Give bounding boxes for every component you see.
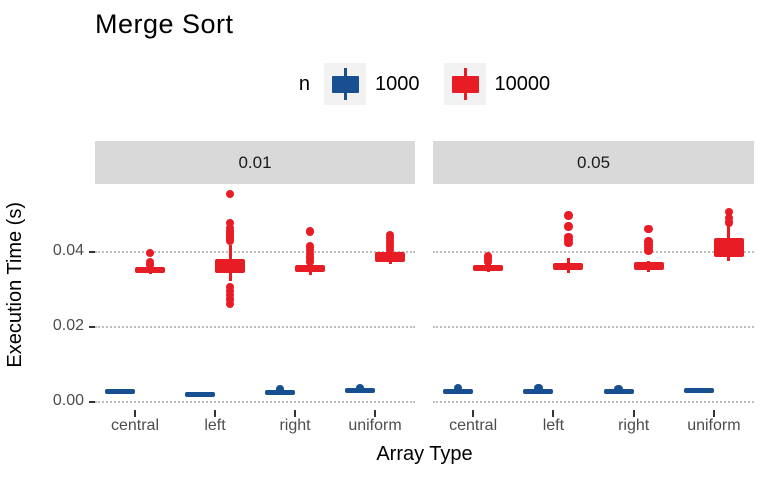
x-tick-mark: [472, 410, 475, 417]
legend-key-boxplot-icon: [324, 63, 366, 105]
boxplot-10000-uniform-outlier-dot: [724, 207, 734, 217]
boxplot-10000-left-outlier-dot: [225, 283, 235, 292]
facet-strip: 0.01: [95, 141, 415, 184]
x-tick-label: uniform: [348, 417, 402, 434]
x-tick-label: uniform: [687, 417, 741, 434]
boxplot-10000-left-box: [215, 259, 245, 273]
boxplot-1000-central-outlier-dot: [453, 383, 463, 393]
boxplot-10000-right-outlier-dot: [305, 242, 315, 251]
major-gridline-y: [433, 401, 754, 403]
boxplot-10000-right-box: [633, 261, 664, 270]
y-tick-label: 0.00: [52, 392, 84, 409]
legend-key-box: [451, 76, 479, 93]
boxplot-10000-uniform-outlier-dot: [385, 230, 395, 240]
boxplot-10000-right-outlier-dot: [305, 227, 315, 236]
y-tick-mark: [89, 401, 95, 403]
y-tick-label: 0.04: [52, 242, 84, 259]
boxplot-10000-central-outlier-dot: [145, 248, 155, 258]
y-tick-label: 0.02: [52, 317, 84, 334]
facet-strip-label: 0.01: [238, 152, 272, 172]
major-gridline-y: [95, 401, 415, 403]
major-gridline-y: [95, 251, 415, 253]
y-tick-mark: [89, 326, 95, 328]
x-tick-mark: [374, 410, 376, 417]
boxplot-1000-left-outlier-dot: [534, 383, 543, 392]
x-tick-label: right: [618, 417, 650, 434]
legend-title: n: [298, 72, 310, 95]
x-tick-label: central: [449, 417, 498, 434]
x-tick-label: left: [542, 417, 565, 434]
boxplot-10000-uniform-outlier-dot: [724, 218, 734, 227]
facet-strip-label: 0.05: [576, 152, 611, 172]
legend-entry-label: 10000: [494, 72, 551, 95]
boxplot-10000-central-outlier-dot: [145, 257, 155, 267]
x-tick-mark: [712, 410, 715, 417]
facet-strip: 0.05: [433, 141, 754, 184]
y-axis-title: Execution Time (s): [4, 202, 26, 368]
boxplot-1000-left-box: [185, 391, 215, 397]
boxplot-10000-left-outlier-dot: [225, 223, 235, 233]
y-axis-title-wrap: Execution Time (s): [4, 160, 27, 410]
boxplot-1000-central-box: [105, 389, 135, 395]
x-tick-label: right: [279, 417, 311, 434]
boxplot-10000-left-box: [553, 262, 584, 271]
y-tick-mark: [89, 251, 95, 253]
major-gridline-y: [433, 251, 754, 253]
boxplot-10000-uniform-box: [713, 238, 744, 257]
boxplot-10000-central-box: [135, 267, 165, 273]
x-axis-title: Array Type: [376, 443, 473, 465]
legend-key-box: [332, 76, 359, 93]
boxplot-10000-left-outlier-dot: [564, 211, 573, 220]
x-tick-label: central: [110, 417, 160, 434]
boxplot-1000-right-outlier-dot: [275, 385, 285, 394]
boxplot-10000-left-outlier-dot: [225, 218, 235, 228]
boxplot-1000-uniform-outlier-dot: [355, 383, 365, 393]
boxplot-10000-uniform-outlier-dot: [724, 213, 734, 223]
x-tick-mark: [214, 410, 216, 417]
boxplot-1000-uniform-box: [683, 388, 714, 394]
facet-panel: [95, 184, 415, 410]
boxplot-10000-left-outlier-dot: [564, 222, 573, 231]
x-tick-mark: [632, 410, 635, 417]
boxplot-10000-central-box: [473, 265, 504, 271]
boxplot-10000-left-outlier-dot: [564, 232, 573, 242]
x-tick-mark: [294, 410, 296, 417]
major-gridline-y: [433, 326, 754, 328]
boxplot-10000-left-outlier-dot: [225, 295, 235, 304]
x-tick-mark: [552, 410, 555, 417]
legend-items: 1000 10000: [324, 63, 550, 105]
boxplot-10000-right-outlier-dot: [644, 237, 653, 246]
legend-entry-label: 1000: [375, 72, 420, 95]
boxplot-10000-right-outlier-dot: [644, 224, 653, 234]
legend: n 1000 10000: [95, 61, 754, 107]
facet-panel: [433, 184, 754, 410]
x-tick-label: left: [204, 417, 226, 434]
major-gridline-y: [95, 326, 415, 328]
boxplot-10000-left-outlier-dot: [225, 190, 235, 199]
boxplot-10000-right-box: [295, 265, 325, 272]
boxplot-10000-central-outlier-dot: [483, 252, 493, 261]
boxplot-1000-right-outlier-dot: [614, 385, 623, 394]
chart-title: Merge Sort: [95, 9, 234, 39]
legend-key-boxplot-icon: [443, 63, 486, 105]
x-tick-mark: [134, 410, 136, 417]
boxplot-10000-uniform-box: [375, 252, 405, 263]
